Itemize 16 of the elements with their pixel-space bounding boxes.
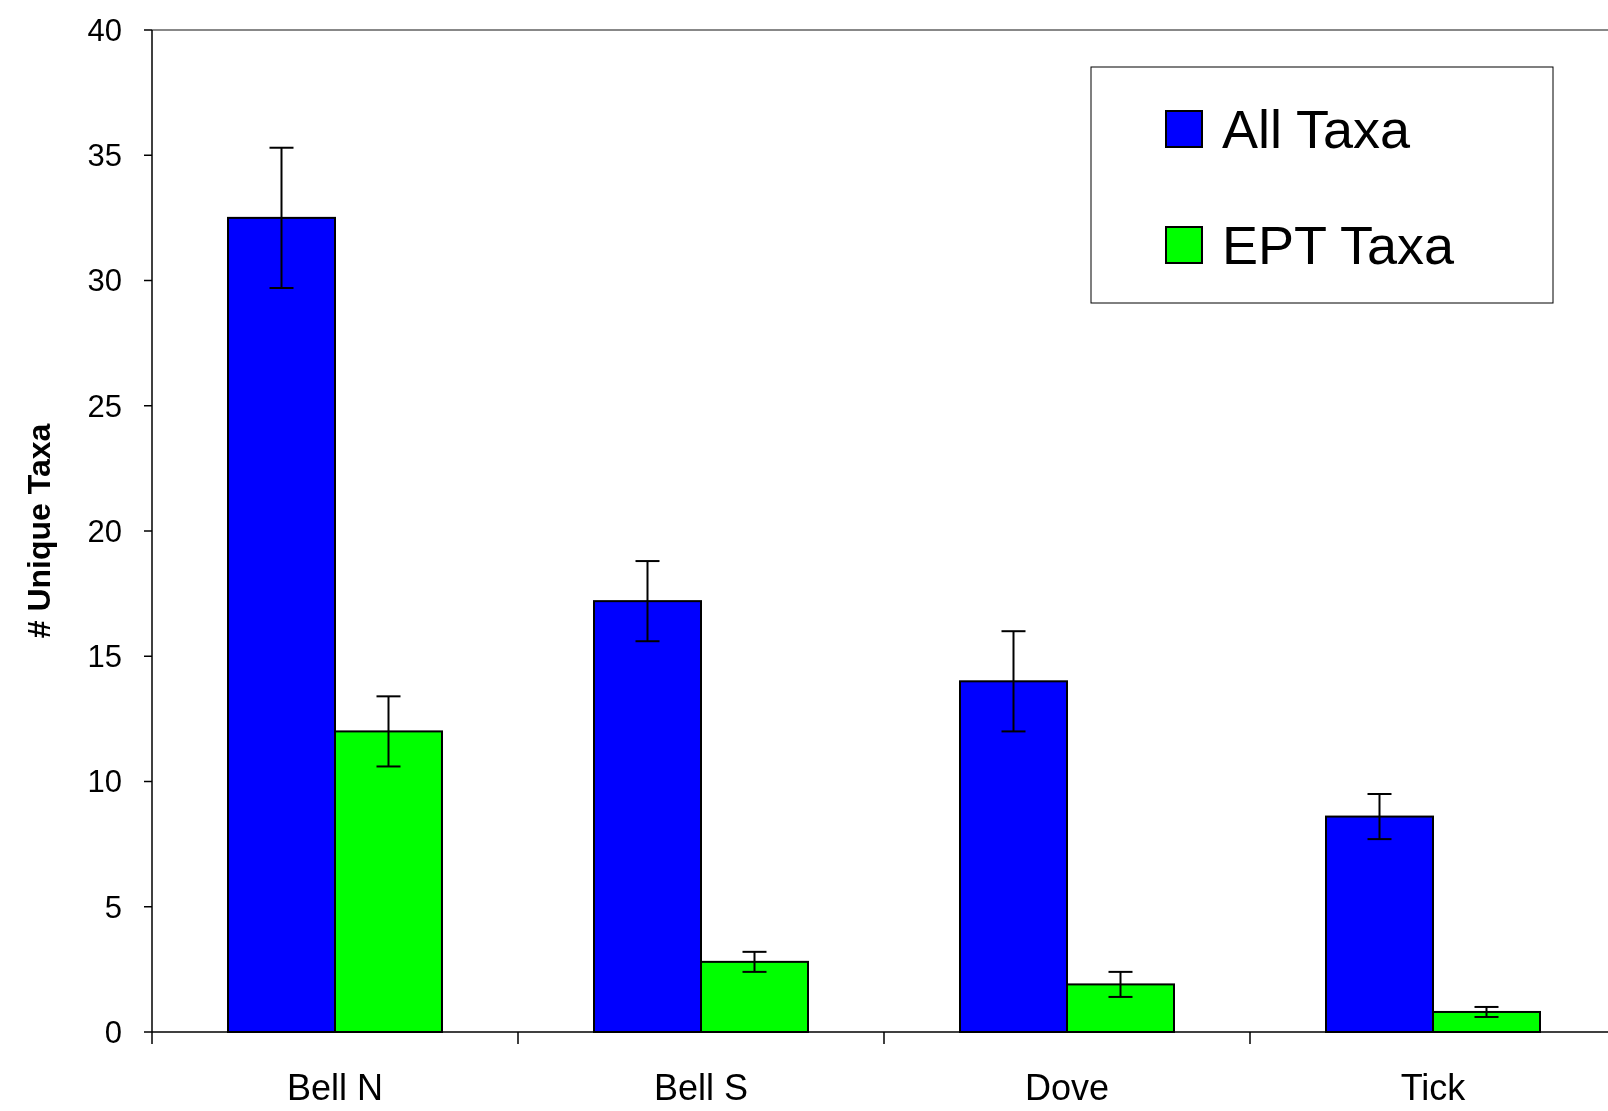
y-tick-label: 30: [87, 263, 122, 299]
legend-label: EPT Taxa: [1222, 214, 1456, 275]
y-tick-label: 20: [87, 513, 122, 549]
y-axis-title: # Unique Taxa: [21, 423, 57, 639]
y-tick-label: 40: [87, 12, 122, 48]
x-tick-label: Bell S: [653, 1067, 749, 1108]
y-tick-label: 0: [104, 1014, 122, 1050]
y-tick-label: 35: [87, 138, 122, 174]
y-tick-label: 10: [87, 764, 122, 800]
legend-label: All Taxa: [1222, 98, 1412, 159]
x-tick-label: Dove: [1024, 1067, 1110, 1108]
x-tick-label: Tick: [1400, 1067, 1467, 1108]
y-tick-label: 15: [87, 639, 122, 675]
y-tick-label: 25: [87, 388, 122, 424]
y-tick-label: 5: [104, 889, 122, 925]
x-tick-label: Bell N: [286, 1067, 384, 1108]
